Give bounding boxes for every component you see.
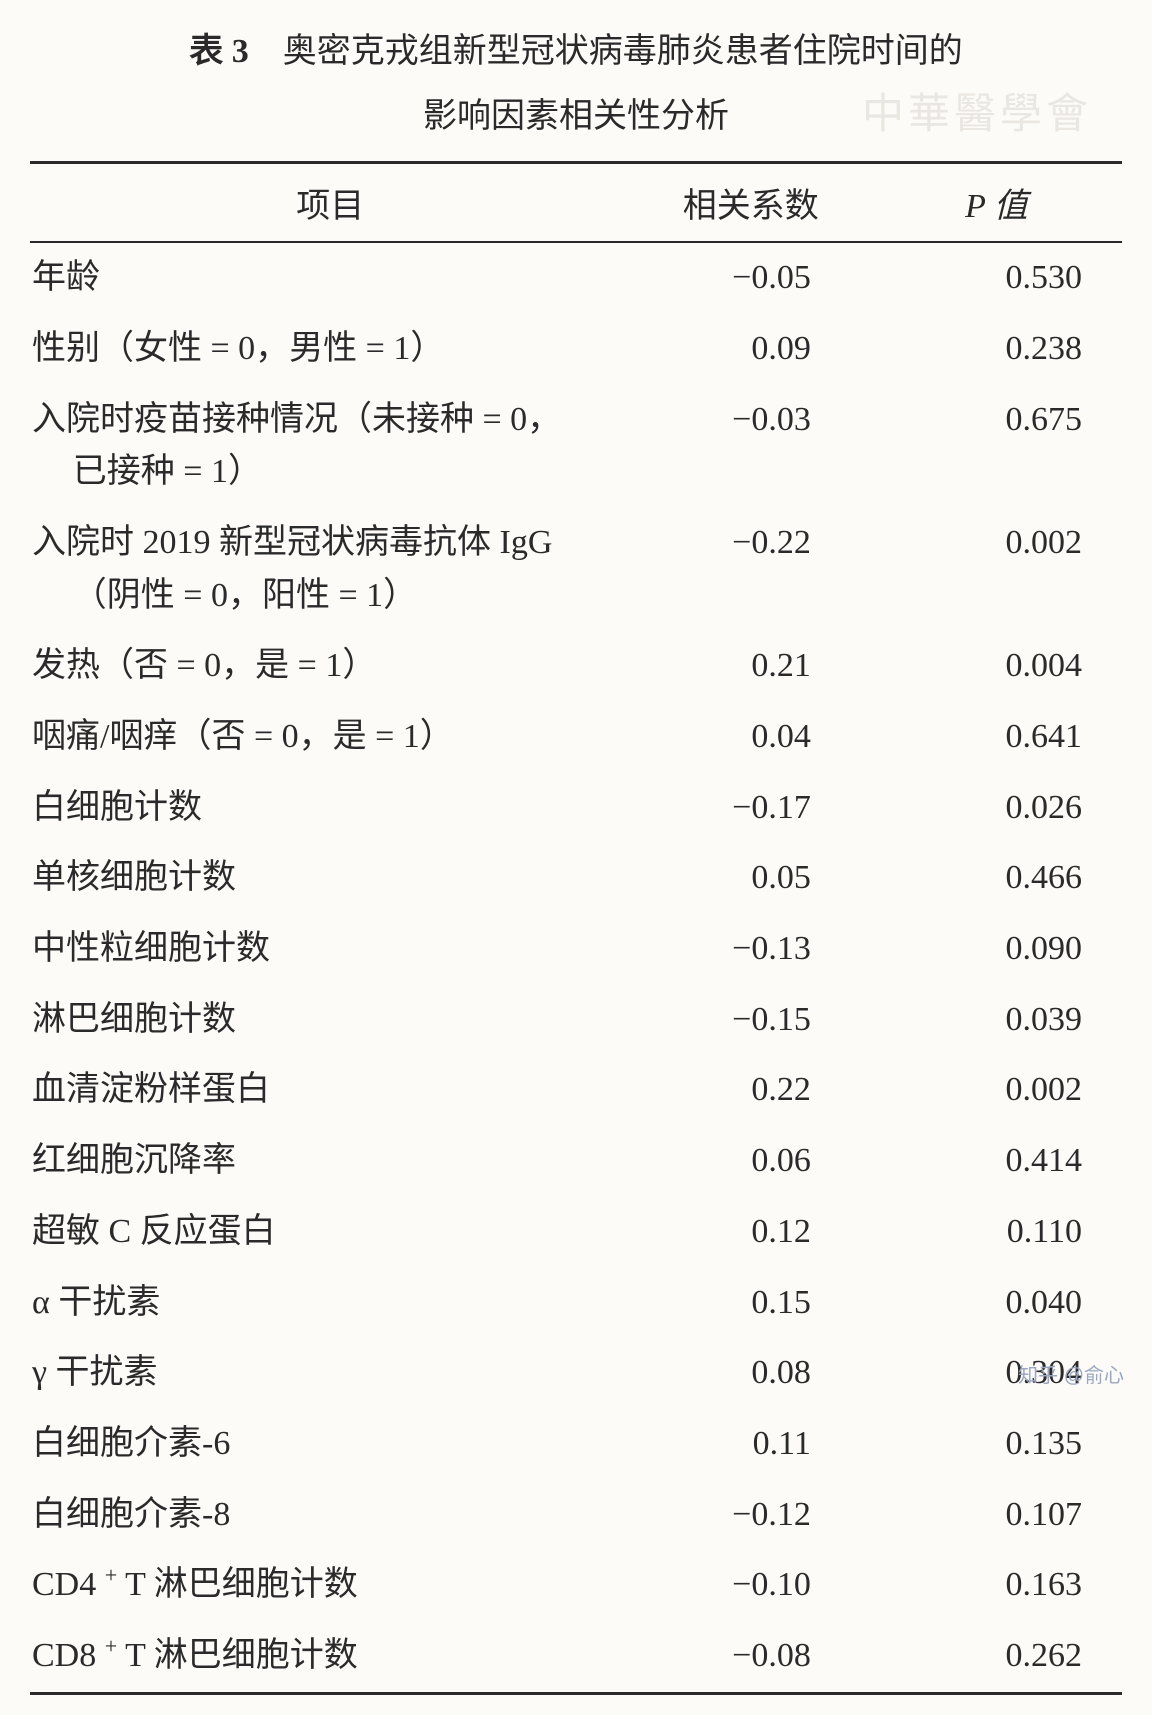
cell-coef: 0.12: [631, 1197, 871, 1268]
correlation-table: 项目 相关系数 P 值 年龄−0.050.530性别（女性 = 0，男性 = 1…: [30, 161, 1122, 1694]
cell-coef: −0.17: [631, 773, 871, 844]
table-header-row: 项目 相关系数 P 值: [30, 163, 1122, 243]
table-row: 发热（否 = 0，是 = 1）0.210.004: [30, 631, 1122, 702]
cell-coef: 0.06: [631, 1126, 871, 1197]
cell-pvalue: 0.135: [871, 1409, 1122, 1480]
cell-item: 淋巴细胞计数: [30, 985, 631, 1056]
table-row: 性别（女性 = 0，男性 = 1）0.090.238: [30, 314, 1122, 385]
cell-item: 咽痛/咽痒（否 = 0，是 = 1）: [30, 702, 631, 773]
cell-pvalue: 0.414: [871, 1126, 1122, 1197]
table-row: CD4 + T 淋巴细胞计数−0.100.163: [30, 1550, 1122, 1621]
cell-pvalue: 0.002: [871, 1055, 1122, 1126]
table-row: 入院时疫苗接种情况（未接种 = 0，已接种 = 1）−0.030.675: [30, 385, 1122, 508]
cell-coef: 0.15: [631, 1268, 871, 1339]
cell-pvalue: 0.238: [871, 314, 1122, 385]
col-header-item: 项目: [30, 163, 631, 243]
cell-item: CD8 + T 淋巴细胞计数: [30, 1621, 631, 1693]
table-row: 入院时 2019 新型冠状病毒抗体 IgG（阴性 = 0，阳性 = 1）−0.2…: [30, 508, 1122, 631]
cell-coef: −0.08: [631, 1621, 871, 1693]
table-caption: 中華醫學會 表 3 奥密克戎组新型冠状病毒肺炎患者住院时间的 影响因素相关性分析: [30, 20, 1122, 149]
cell-pvalue: 0.107: [871, 1480, 1122, 1551]
table-row: 中性粒细胞计数−0.130.090: [30, 914, 1122, 985]
cell-item: 超敏 C 反应蛋白: [30, 1197, 631, 1268]
cell-pvalue: 0.641: [871, 702, 1122, 773]
cell-coef: −0.05: [631, 242, 871, 314]
cell-pvalue: 0.675: [871, 385, 1122, 508]
cell-pvalue: 0.002: [871, 508, 1122, 631]
cell-item: 白细胞介素-6: [30, 1409, 631, 1480]
col-header-p: P 值: [871, 163, 1122, 243]
cell-pvalue: 0.466: [871, 843, 1122, 914]
cell-item: 入院时 2019 新型冠状病毒抗体 IgG（阴性 = 0，阳性 = 1）: [30, 508, 631, 631]
cell-item: 白细胞计数: [30, 773, 631, 844]
cell-pvalue: 0.110: [871, 1197, 1122, 1268]
cell-item: 红细胞沉降率: [30, 1126, 631, 1197]
cell-coef: 0.11: [631, 1409, 871, 1480]
cell-item: 单核细胞计数: [30, 843, 631, 914]
source-watermark: 知乎 @俞心: [1018, 1359, 1124, 1388]
watermark-text: 中華醫學會: [862, 76, 1092, 156]
table-body: 年龄−0.050.530性别（女性 = 0，男性 = 1）0.090.238入院…: [30, 242, 1122, 1693]
cell-pvalue: 0.040: [871, 1268, 1122, 1339]
cell-item: 血清淀粉样蛋白: [30, 1055, 631, 1126]
cell-coef: −0.03: [631, 385, 871, 508]
cell-coef: −0.12: [631, 1480, 871, 1551]
table-row: 单核细胞计数0.050.466: [30, 843, 1122, 914]
table-row: 白细胞计数−0.170.026: [30, 773, 1122, 844]
table-row: 淋巴细胞计数−0.150.039: [30, 985, 1122, 1056]
table-row: 超敏 C 反应蛋白0.120.110: [30, 1197, 1122, 1268]
cell-coef: −0.22: [631, 508, 871, 631]
caption-label: 表 3: [189, 33, 249, 70]
cell-coef: 0.09: [631, 314, 871, 385]
cell-coef: 0.04: [631, 702, 871, 773]
table-row: 咽痛/咽痒（否 = 0，是 = 1）0.040.641: [30, 702, 1122, 773]
cell-item: 年龄: [30, 242, 631, 314]
cell-item: 中性粒细胞计数: [30, 914, 631, 985]
caption-line2: 影响因素相关性分析: [423, 98, 729, 135]
table-row: 白细胞介素-60.110.135: [30, 1409, 1122, 1480]
cell-pvalue: 0.004: [871, 631, 1122, 702]
cell-coef: −0.15: [631, 985, 871, 1056]
cell-item: 白细胞介素-8: [30, 1480, 631, 1551]
col-header-coef: 相关系数: [631, 163, 871, 243]
cell-coef: 0.08: [631, 1338, 871, 1409]
table-row: 红细胞沉降率0.060.414: [30, 1126, 1122, 1197]
cell-pvalue: 0.262: [871, 1621, 1122, 1693]
cell-coef: 0.05: [631, 843, 871, 914]
table-row: γ 干扰素0.080.304: [30, 1338, 1122, 1409]
cell-pvalue: 0.163: [871, 1550, 1122, 1621]
table-row: CD8 + T 淋巴细胞计数−0.080.262: [30, 1621, 1122, 1693]
cell-item: 入院时疫苗接种情况（未接种 = 0，已接种 = 1）: [30, 385, 631, 508]
cell-pvalue: 0.090: [871, 914, 1122, 985]
cell-item: CD4 + T 淋巴细胞计数: [30, 1550, 631, 1621]
caption-line1: 奥密克戎组新型冠状病毒肺炎患者住院时间的: [249, 33, 963, 70]
cell-pvalue: 0.039: [871, 985, 1122, 1056]
table-row: 血清淀粉样蛋白0.220.002: [30, 1055, 1122, 1126]
cell-coef: 0.22: [631, 1055, 871, 1126]
table-row: 白细胞介素-8−0.120.107: [30, 1480, 1122, 1551]
cell-coef: 0.21: [631, 631, 871, 702]
cell-item: 发热（否 = 0，是 = 1）: [30, 631, 631, 702]
cell-item: α 干扰素: [30, 1268, 631, 1339]
cell-item: γ 干扰素: [30, 1338, 631, 1409]
cell-coef: −0.13: [631, 914, 871, 985]
cell-item: 性别（女性 = 0，男性 = 1）: [30, 314, 631, 385]
table-row: 年龄−0.050.530: [30, 242, 1122, 314]
table-row: α 干扰素0.150.040: [30, 1268, 1122, 1339]
cell-pvalue: 0.530: [871, 242, 1122, 314]
cell-coef: −0.10: [631, 1550, 871, 1621]
cell-pvalue: 0.026: [871, 773, 1122, 844]
